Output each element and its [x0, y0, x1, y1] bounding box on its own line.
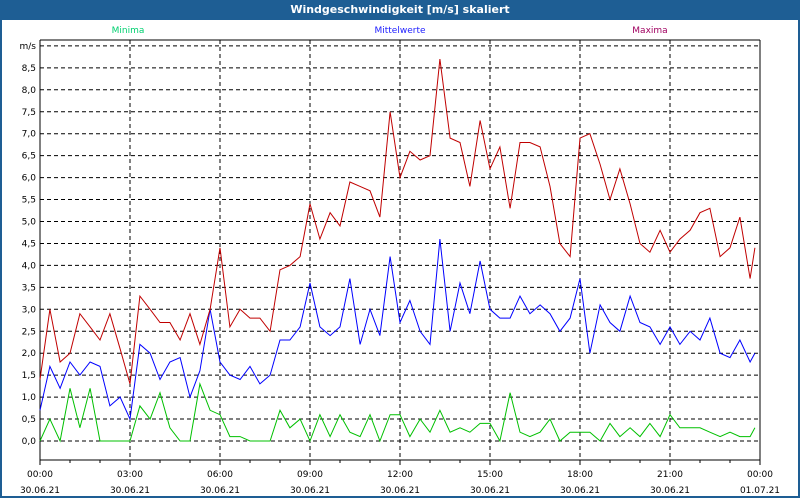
legend-maxima: Maxima [632, 26, 667, 36]
x-tick-date: 01.07.21 [740, 486, 780, 496]
y-tick-label: 7,0 [22, 130, 37, 140]
y-tick-label: 2,0 [22, 349, 37, 359]
y-tick-label: 5,0 [22, 218, 37, 228]
x-tick-date: 30.06.21 [290, 486, 330, 496]
y-tick-label: 0,5 [22, 415, 36, 425]
y-tick-label: 7,5 [22, 108, 36, 118]
y-tick-label: 6,5 [22, 152, 36, 162]
series-line-mittelwerte [39, 239, 756, 421]
y-tick-label: 3,0 [22, 305, 37, 315]
legend-mittelwerte: Mittelwerte [374, 26, 425, 36]
x-tick-time: 06:00 [207, 470, 233, 480]
legend-minima: Minima [112, 26, 145, 36]
x-tick-date: 30.06.21 [200, 486, 240, 496]
y-axis-unit: m/s [20, 42, 37, 52]
y-tick-label: 3,5 [22, 283, 36, 293]
y-tick-label: 0,0 [22, 437, 37, 447]
x-tick-time: 09:00 [297, 470, 323, 480]
x-tick-time: 00:00 [747, 470, 773, 480]
x-tick-date: 30.06.21 [20, 486, 60, 496]
y-tick-label: 1,0 [22, 393, 37, 403]
y-tick-label: 5,5 [22, 196, 36, 206]
chart-title: Windgeschwindigkeit [m/s] skaliert [0, 0, 800, 20]
y-tick-label: 4,0 [22, 261, 37, 271]
x-tick-time: 15:00 [477, 470, 503, 480]
x-tick-time: 03:00 [117, 470, 143, 480]
x-tick-date: 30.06.21 [380, 486, 420, 496]
x-tick-date: 30.06.21 [560, 486, 600, 496]
series-line-minima [39, 382, 756, 443]
y-tick-label: 6,0 [22, 174, 37, 184]
series-line-maxima [39, 59, 756, 385]
x-tick-time: 21:00 [657, 470, 683, 480]
x-tick-date: 30.06.21 [110, 486, 150, 496]
y-tick-label: 8,5 [22, 64, 36, 74]
x-tick-date: 30.06.21 [470, 486, 510, 496]
x-tick-time: 12:00 [387, 470, 413, 480]
y-tick-label: 8,0 [22, 86, 37, 96]
y-tick-label: 1,5 [22, 371, 36, 381]
y-tick-label: 4,5 [22, 239, 36, 249]
x-tick-time: 18:00 [567, 470, 593, 480]
y-tick-label: 2,5 [22, 327, 36, 337]
x-tick-date: 30.06.21 [650, 486, 690, 496]
x-tick-time: 00:00 [27, 470, 53, 480]
